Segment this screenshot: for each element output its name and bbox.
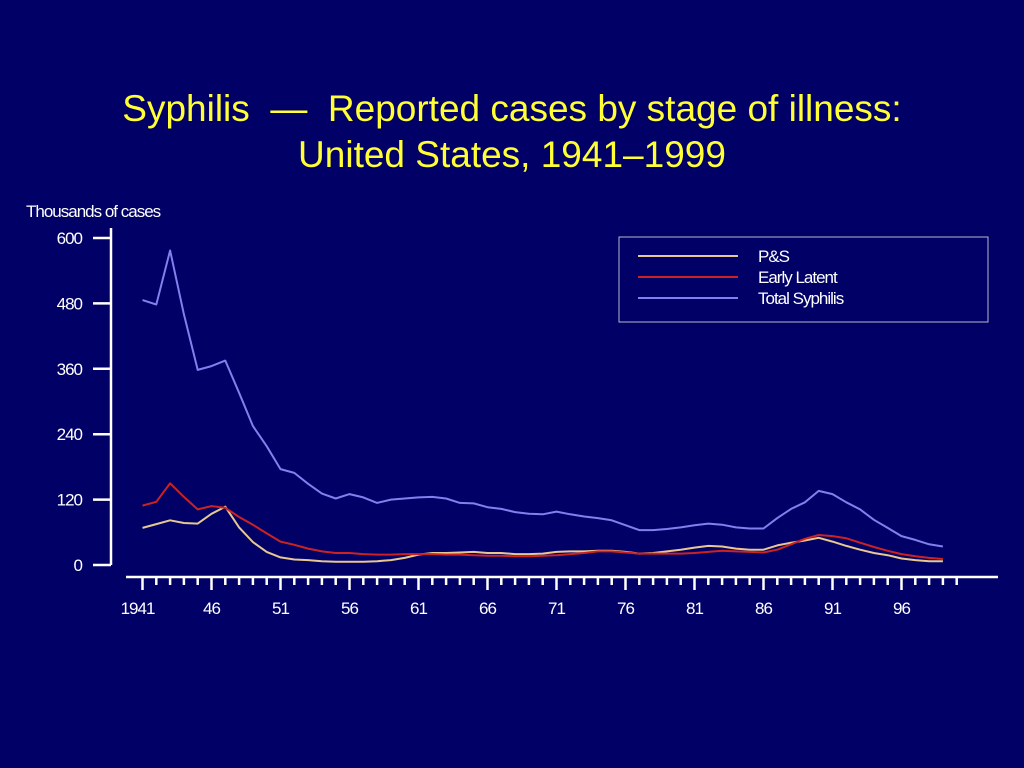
x-tick-label: 71 (548, 599, 565, 618)
chart-title: Syphilis — Reported cases by stage of il… (0, 86, 1024, 178)
series-line-early-latent (142, 482, 943, 560)
x-tick-label: 1941 (121, 599, 155, 618)
x-tick-label: 56 (341, 599, 358, 618)
legend-box (618, 236, 989, 323)
series-line-p-s (142, 505, 943, 563)
x-tick-label: 51 (272, 599, 289, 618)
y-axis-label: Thousands of cases (26, 202, 161, 221)
x-tick-label: 81 (686, 599, 703, 618)
y-tick-label: 360 (57, 360, 83, 379)
y-tick-label: 240 (57, 425, 83, 444)
legend: P&S Early Latent Total Syphilis (618, 236, 989, 323)
x-tick-label: 61 (410, 599, 427, 618)
series-lines (142, 249, 944, 563)
x-tick-label: 76 (617, 599, 634, 618)
chart-title-line-2: United States, 1941–1999 (298, 134, 726, 175)
legend-label: Total Syphilis (758, 289, 844, 308)
x-tick-label: 66 (479, 599, 496, 618)
y-tick-label: 480 (57, 294, 83, 313)
series-line-total-syphilis (142, 249, 944, 548)
x-tick-label: 96 (893, 599, 910, 618)
y-tick-label: 120 (57, 491, 83, 510)
x-tick-label: 46 (203, 599, 220, 618)
axes: 0 120 240 360 480 600 1941 46 51 56 61 66 71 76 81 86 91… (57, 228, 998, 618)
chart-title-line-1: Syphilis — Reported cases by stage of il… (122, 88, 902, 129)
legend-label: Early Latent (758, 268, 838, 287)
x-tick-label: 91 (824, 599, 841, 618)
legend-label: P&S (758, 247, 790, 266)
y-tick-label: 0 (74, 556, 83, 575)
y-tick-label: 600 (57, 229, 83, 248)
x-tick-label: 86 (755, 599, 772, 618)
